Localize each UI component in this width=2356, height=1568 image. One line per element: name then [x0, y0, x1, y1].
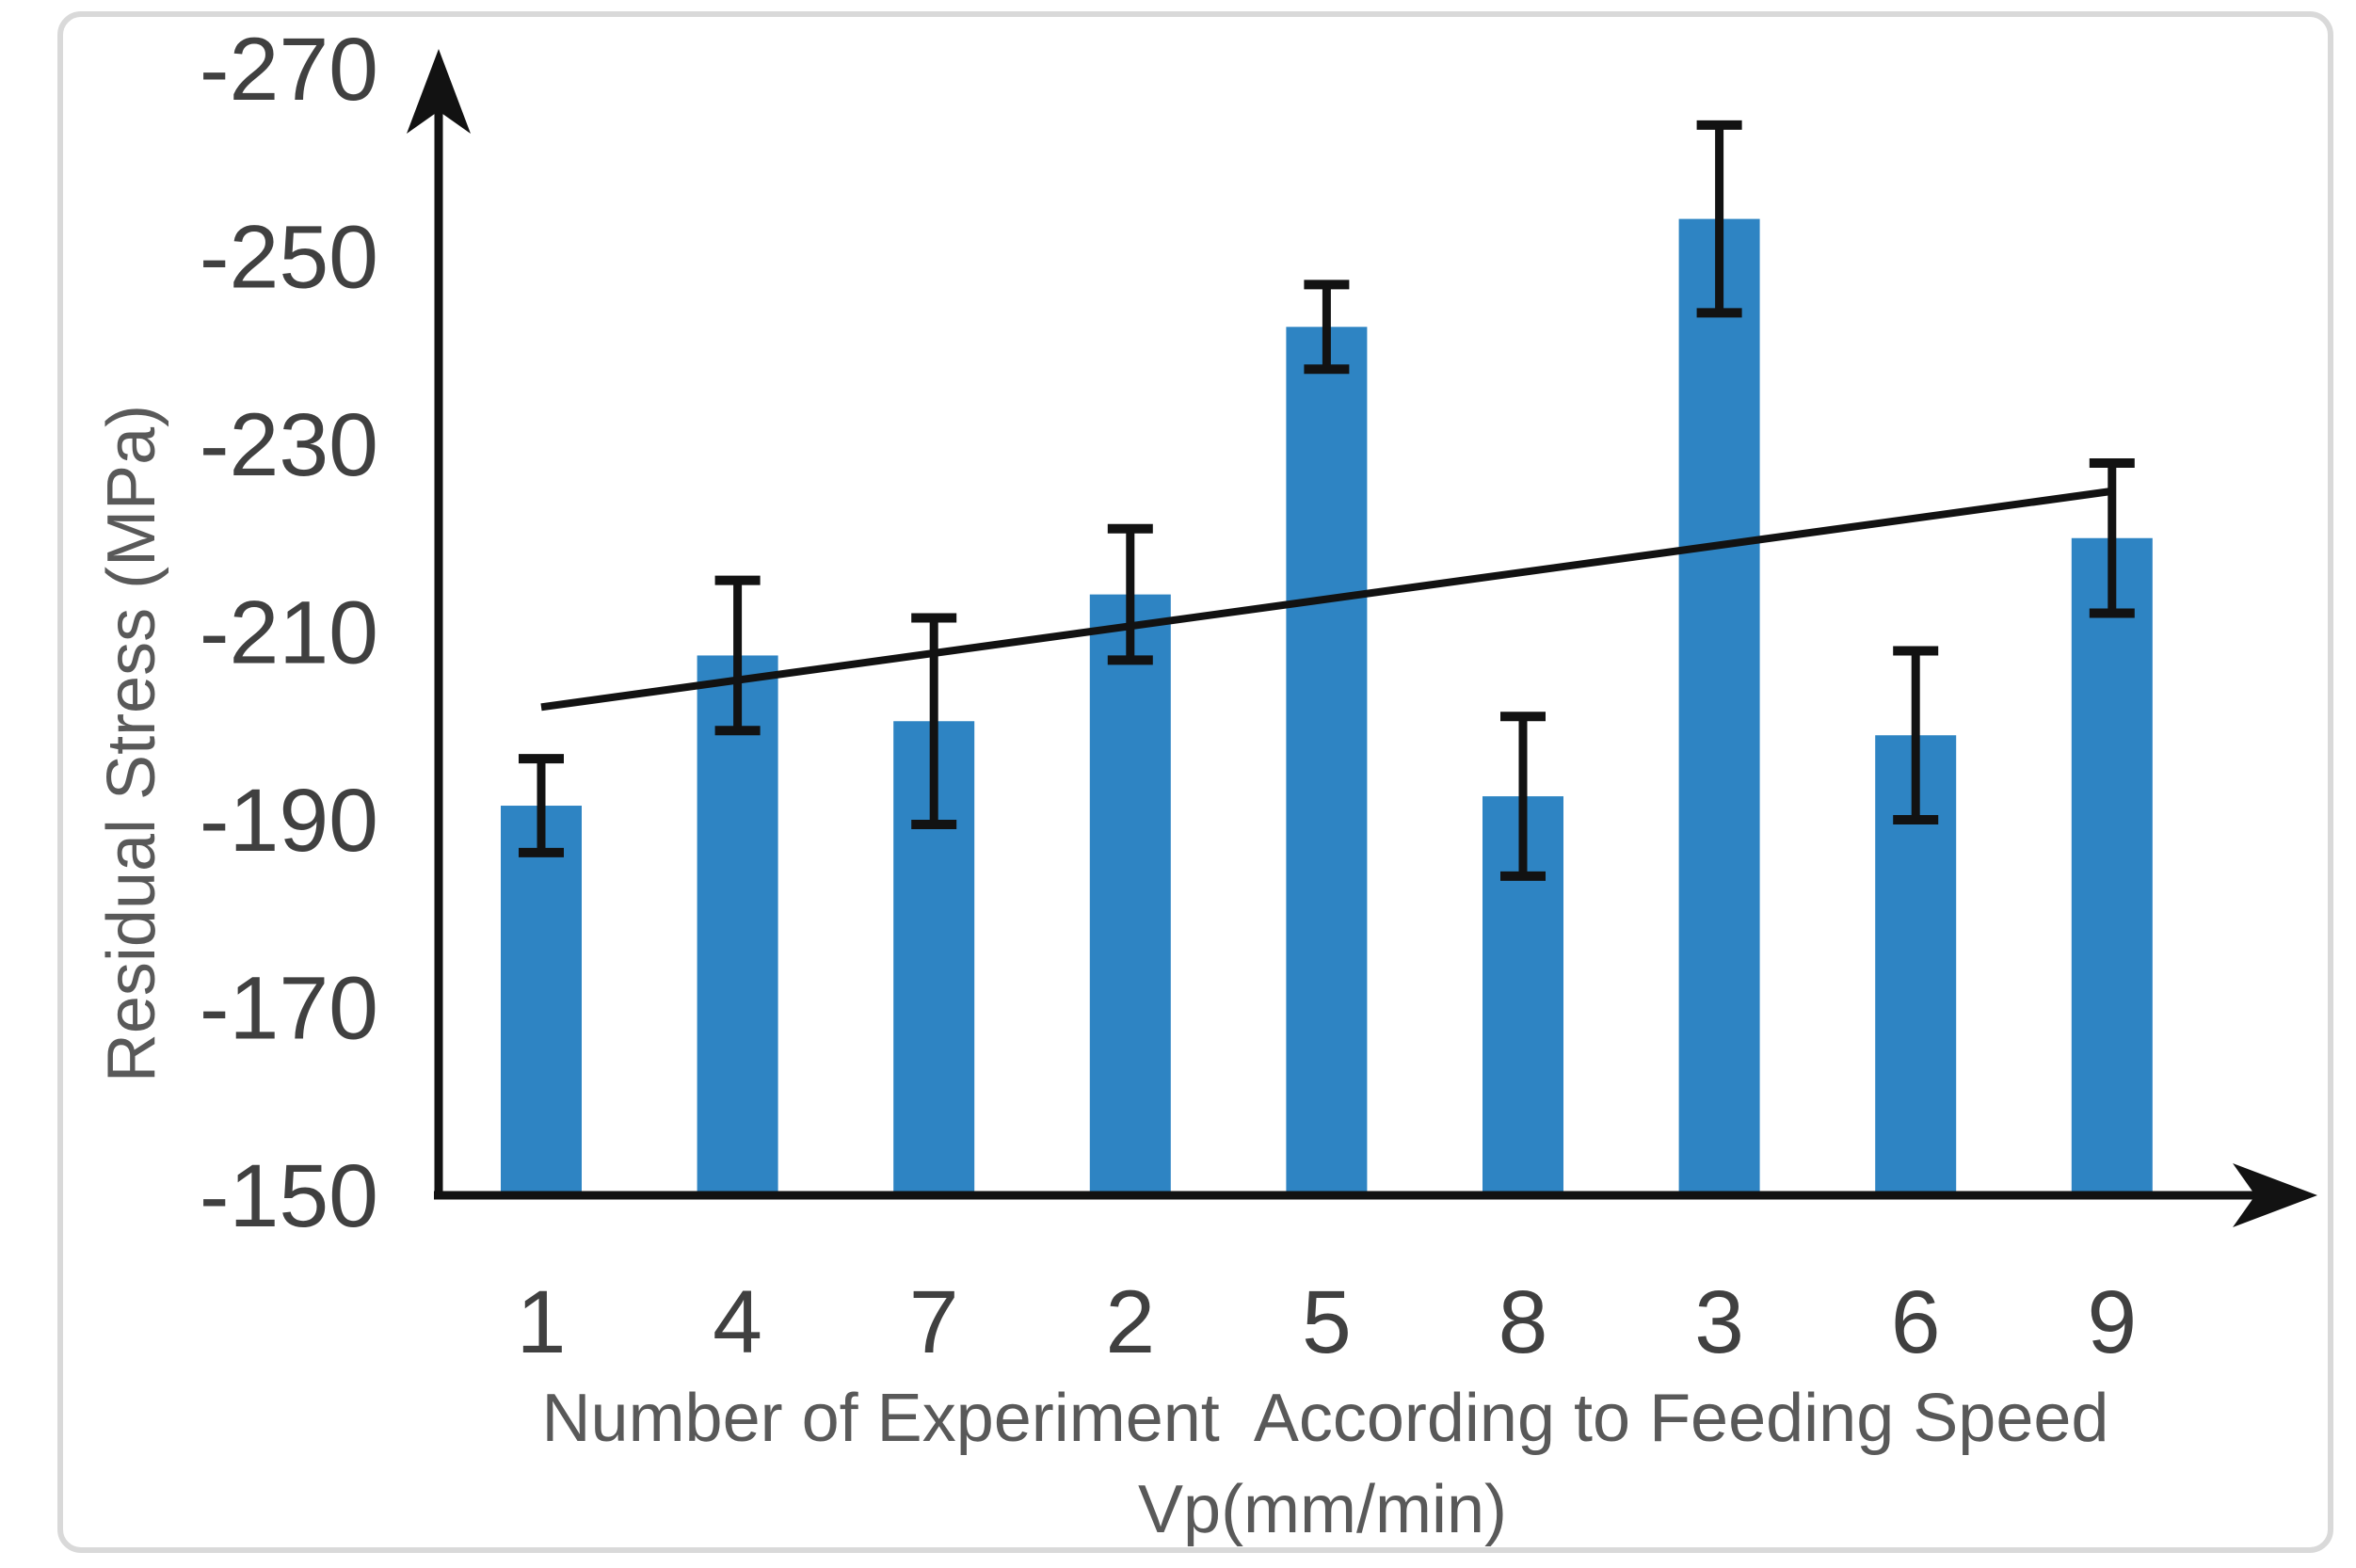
x-axis-unit-label: Vp(mm/min) [1138, 1472, 1507, 1547]
y-tick-label: -190 [200, 771, 378, 871]
y-tick-label: -230 [200, 395, 378, 495]
x-tick-label: 2 [1105, 1272, 1155, 1372]
x-tick-label: 5 [1302, 1272, 1352, 1372]
x-tick-label: 1 [517, 1272, 567, 1372]
bar-exp-9 [2071, 537, 2153, 1195]
x-axis-arrowhead-icon [2233, 1163, 2317, 1227]
x-tick-label: 7 [909, 1272, 959, 1372]
bar-exp-4 [697, 655, 778, 1195]
figure-frame [57, 11, 2333, 1553]
x-tick-label: 9 [2087, 1272, 2137, 1372]
bar-exp-1 [501, 806, 582, 1195]
y-tick-label: -270 [200, 20, 378, 120]
x-tick-label: 6 [1891, 1272, 1941, 1372]
bar-exp-2 [1089, 594, 1171, 1195]
y-tick-label: -250 [200, 208, 378, 308]
y-tick-label: -170 [200, 959, 378, 1059]
x-tick-label: 8 [1499, 1272, 1548, 1372]
y-tick-label: -210 [200, 584, 378, 683]
x-axis-title: Number of Experiment According to Feedin… [541, 1381, 2109, 1456]
y-tick-label: -150 [200, 1146, 378, 1246]
x-tick-label: 3 [1694, 1272, 1744, 1372]
trend-line [540, 487, 2113, 712]
y-axis-title: Residual Stress (MPa) [94, 404, 169, 1083]
y-axis-arrowhead-icon [407, 49, 471, 134]
bar-exp-3 [1678, 218, 1760, 1196]
bar-exp-5 [1286, 327, 1368, 1195]
x-tick-label: 4 [713, 1272, 762, 1372]
